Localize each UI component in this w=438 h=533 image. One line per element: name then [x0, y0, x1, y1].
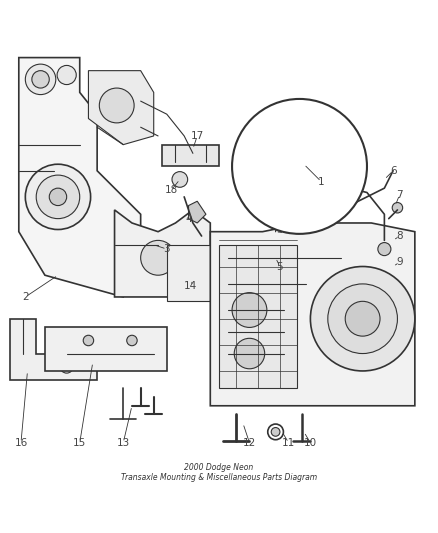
- Polygon shape: [219, 245, 297, 389]
- Circle shape: [25, 164, 91, 230]
- Circle shape: [57, 66, 76, 85]
- Circle shape: [83, 335, 94, 346]
- Circle shape: [311, 266, 415, 371]
- Polygon shape: [188, 201, 206, 223]
- Circle shape: [232, 99, 367, 234]
- Polygon shape: [88, 71, 154, 144]
- Text: 12: 12: [243, 438, 256, 448]
- Polygon shape: [167, 245, 219, 301]
- Text: 3: 3: [163, 244, 170, 254]
- Text: 2: 2: [22, 292, 28, 302]
- Circle shape: [99, 88, 134, 123]
- Text: 1: 1: [318, 176, 325, 187]
- Polygon shape: [162, 144, 219, 166]
- Text: 4: 4: [185, 214, 192, 224]
- Text: 2000 Dodge Neon
Transaxle Mounting & Miscellaneous Parts Diagram: 2000 Dodge Neon Transaxle Mounting & Mis…: [121, 463, 317, 482]
- Circle shape: [60, 360, 73, 373]
- Text: 8: 8: [396, 231, 403, 241]
- Circle shape: [49, 188, 67, 206]
- Polygon shape: [45, 327, 167, 371]
- Text: 18: 18: [165, 185, 178, 195]
- Text: 9: 9: [396, 257, 403, 267]
- Text: 15: 15: [73, 438, 86, 448]
- Circle shape: [32, 71, 49, 88]
- Circle shape: [127, 335, 137, 346]
- Circle shape: [141, 240, 176, 275]
- Circle shape: [232, 293, 267, 327]
- Circle shape: [271, 427, 280, 436]
- Text: 17: 17: [191, 131, 204, 141]
- Circle shape: [25, 64, 56, 94]
- Text: 14: 14: [184, 281, 198, 291]
- Circle shape: [378, 243, 391, 256]
- Circle shape: [345, 301, 380, 336]
- Text: 5: 5: [277, 262, 283, 271]
- Polygon shape: [10, 319, 97, 379]
- Text: 16: 16: [14, 438, 28, 448]
- Circle shape: [36, 175, 80, 219]
- Text: 6: 6: [390, 166, 396, 176]
- Circle shape: [234, 338, 265, 369]
- Circle shape: [392, 203, 403, 213]
- Text: 13: 13: [117, 438, 130, 448]
- Text: 10: 10: [304, 438, 317, 448]
- Circle shape: [172, 172, 187, 187]
- Text: 7: 7: [396, 190, 403, 200]
- Circle shape: [295, 138, 308, 151]
- Text: 11: 11: [282, 438, 295, 448]
- Circle shape: [328, 284, 397, 353]
- Polygon shape: [19, 58, 141, 297]
- Polygon shape: [115, 210, 210, 297]
- Polygon shape: [210, 223, 415, 406]
